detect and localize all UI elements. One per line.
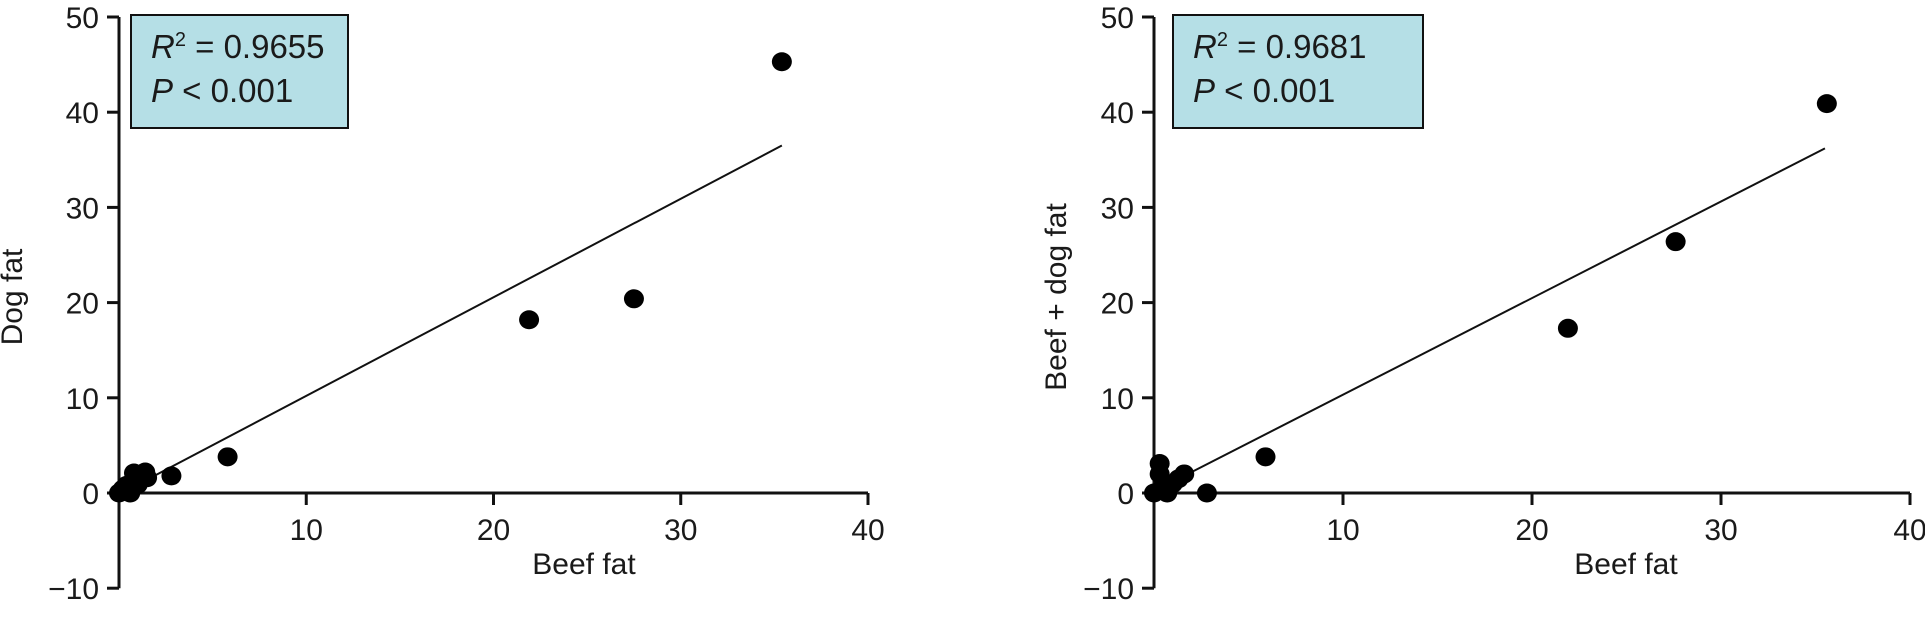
y-tick-label: 20 <box>1101 288 1134 321</box>
y-tick-label: 50 <box>66 2 99 35</box>
x-tick-label: 20 <box>477 514 510 547</box>
r-squared-text: R2 = 0.9681 <box>1193 28 1367 65</box>
y-tick-label: 0 <box>1117 478 1134 511</box>
y-tick-label: 40 <box>66 97 99 130</box>
x-tick-label: 40 <box>1893 514 1925 547</box>
x-tick-label: 40 <box>851 514 884 547</box>
y-tick-label: 10 <box>1101 383 1134 416</box>
data-point <box>623 289 644 309</box>
r-superscript: 2 <box>175 29 186 51</box>
data-point <box>771 52 792 72</box>
chart-panel-2: −10 0 10 20 30 40 50 10 20 30 40 Beef fat Beef + dog… <box>1040 2 1925 606</box>
r-label: R <box>151 28 175 65</box>
data-point <box>1174 464 1195 484</box>
p-label: P <box>1193 72 1215 109</box>
y-axis-title: Beef + dog fat <box>1040 203 1073 391</box>
x-axis-title: Beef fat <box>532 548 636 581</box>
data-point <box>1665 232 1686 252</box>
r-squared-value: = 0.9655 <box>186 28 325 65</box>
stats-box-background <box>1172 14 1424 129</box>
r-label: R <box>1193 28 1217 65</box>
stats-box-background <box>130 14 349 129</box>
r-squared-text: R2 = 0.9655 <box>151 28 325 65</box>
regression-line <box>144 144 783 482</box>
x-tick-label: 20 <box>1515 514 1548 547</box>
y-tick-label: 30 <box>66 192 99 225</box>
regression-line <box>1180 147 1826 479</box>
p-value-text: P < 0.001 <box>151 72 293 109</box>
y-tick-label: −10 <box>1083 573 1134 606</box>
r-superscript: 2 <box>1217 29 1228 51</box>
data-point <box>1557 318 1578 338</box>
p-value: < 0.001 <box>1215 72 1335 109</box>
x-tick-label: 30 <box>1704 514 1737 547</box>
y-axis-title: Dog fat <box>0 248 29 345</box>
y-tick-label: 50 <box>1101 2 1134 35</box>
y-tick-label: −10 <box>48 573 99 606</box>
p-value: < 0.001 <box>173 72 293 109</box>
x-axis-title: Beef fat <box>1574 548 1678 581</box>
data-point <box>1255 447 1276 467</box>
x-tick-label: 10 <box>290 514 323 547</box>
data-point <box>1196 483 1217 503</box>
data-point <box>217 447 238 467</box>
r-squared-value: = 0.9681 <box>1228 28 1367 65</box>
data-point <box>137 468 158 488</box>
data-point <box>519 310 540 330</box>
x-tick-label: 10 <box>1326 514 1359 547</box>
p-label: P <box>151 72 173 109</box>
p-value-text: P < 0.001 <box>1193 72 1335 109</box>
stats-box: R2 = 0.9655 P < 0.001 <box>130 14 349 129</box>
stats-box: R2 = 0.9681 P < 0.001 <box>1172 14 1424 129</box>
x-tick-label: 30 <box>664 514 697 547</box>
y-tick-label: 30 <box>1101 192 1134 225</box>
data-point <box>161 466 182 486</box>
y-tick-label: 0 <box>82 478 99 511</box>
y-tick-label: 10 <box>66 383 99 416</box>
data-point <box>1816 94 1837 114</box>
y-tick-label: 40 <box>1101 97 1134 130</box>
y-tick-label: 20 <box>66 288 99 321</box>
chart-panel-1: −10 0 10 20 30 40 50 10 20 30 40 Beef fat Dog fat R2 … <box>0 2 885 606</box>
